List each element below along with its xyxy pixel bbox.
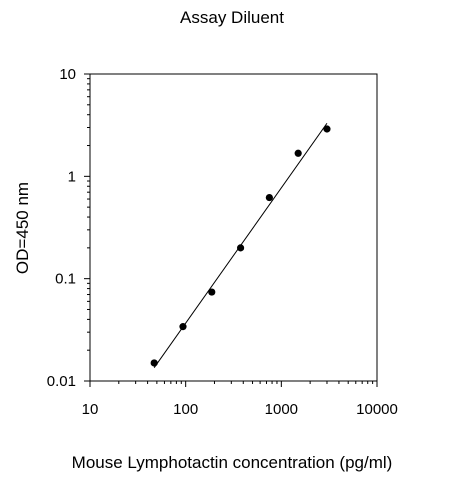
- data-point: [150, 359, 158, 367]
- data-point: [236, 244, 245, 252]
- y-tick-label: 0.01: [47, 373, 76, 390]
- y-tick-label: 10: [59, 66, 76, 83]
- y-axis-label: OD=450 nm: [13, 182, 32, 274]
- data-point: [208, 288, 216, 296]
- x-tick-label: 100: [173, 401, 198, 418]
- x-axis-label: Mouse Lymphotactin concentration (pg/ml): [72, 453, 393, 472]
- y-tick-label: 1: [68, 168, 76, 185]
- x-axis: 10 100 1000 10000: [82, 381, 398, 418]
- plot-frame: [89, 73, 378, 382]
- x-tick-label: 10000: [356, 401, 398, 418]
- x-tick-label: 1000: [265, 401, 298, 418]
- x-tick-label: 10: [82, 401, 99, 418]
- data-point: [323, 125, 331, 133]
- data-point: [294, 149, 302, 157]
- data-points: [150, 125, 331, 367]
- data-point: [265, 193, 273, 202]
- data-point: [179, 323, 187, 331]
- chart-title: Assay Diluent: [180, 8, 284, 27]
- y-tick-label: 0.1: [55, 271, 76, 288]
- y-axis: 0.01 0.1 1 10: [47, 66, 90, 390]
